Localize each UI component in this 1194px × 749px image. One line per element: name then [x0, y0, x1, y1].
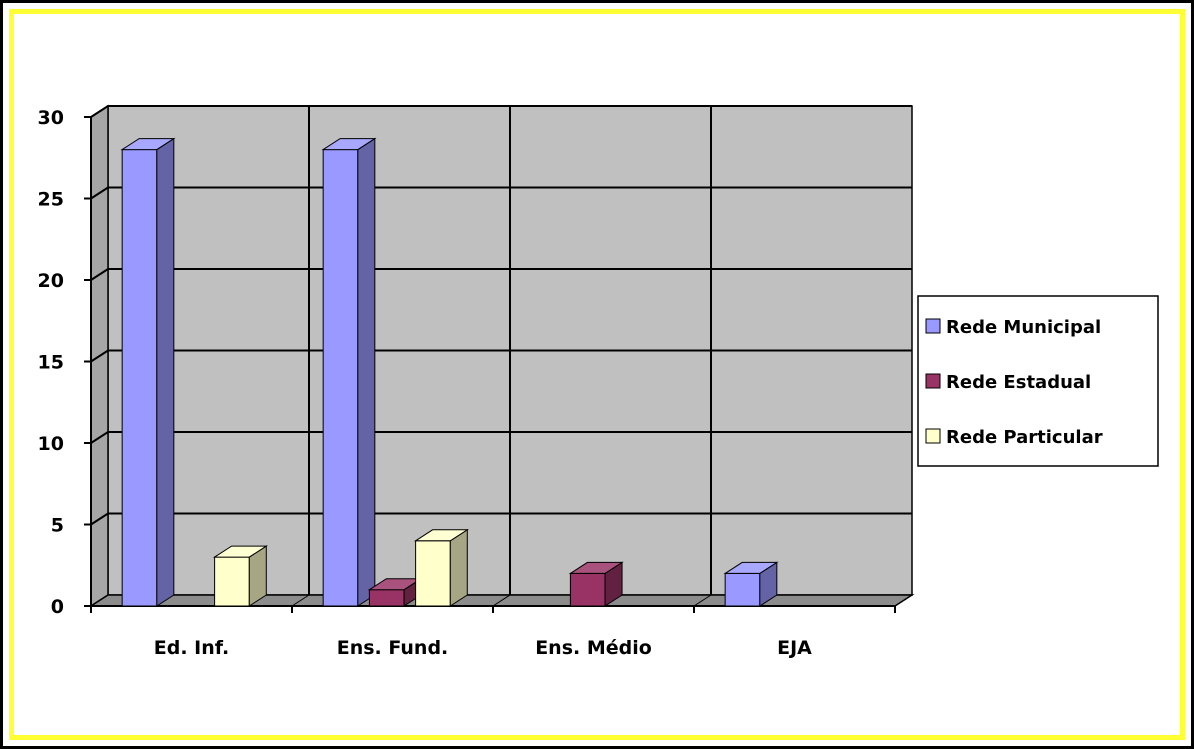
- y-tick-label: 15: [38, 352, 64, 374]
- floor-divider: [291, 594, 310, 607]
- y-tick-label: 25: [38, 189, 64, 211]
- bar-front: [368, 589, 405, 607]
- bar-top: [321, 138, 377, 151]
- legend-swatch: [925, 428, 941, 444]
- y-tick-label: 30: [38, 107, 64, 129]
- bar-top: [568, 561, 624, 574]
- legend-swatch: [925, 373, 941, 389]
- y-tick-label: 5: [51, 515, 64, 537]
- bar-top: [120, 138, 176, 151]
- x-tick-label: Ed. Inf.: [154, 637, 229, 659]
- gridline-h: [90, 349, 912, 363]
- bar-top: [413, 529, 469, 542]
- bar-front: [724, 572, 761, 607]
- gridline-h: [90, 105, 912, 118]
- bar-front: [322, 149, 359, 607]
- bar-top: [723, 561, 779, 574]
- bar: [321, 137, 377, 607]
- gridline-h: [90, 431, 912, 444]
- x-tick-label: Ens. Fund.: [337, 637, 449, 659]
- bar-side: [156, 137, 175, 607]
- legend-swatch: [925, 318, 941, 334]
- bar-side: [357, 137, 376, 607]
- y-tick-label: 0: [51, 596, 64, 618]
- gridline-h: [90, 512, 912, 526]
- bar: [413, 528, 469, 607]
- bar-front: [214, 556, 250, 607]
- y-tick-label: 20: [38, 270, 64, 292]
- bar-top: [212, 545, 268, 558]
- y-tick-label: 10: [38, 433, 64, 455]
- bar-front: [569, 572, 606, 607]
- floor-divider: [492, 594, 511, 607]
- legend-label: Rede Estadual: [946, 372, 1091, 393]
- bar: [212, 545, 268, 607]
- bar-front: [415, 540, 451, 607]
- legend-label: Rede Particular: [946, 427, 1103, 448]
- bar: [723, 561, 779, 607]
- gridline-h: [90, 268, 912, 281]
- floor-divider: [693, 594, 712, 607]
- x-tick-label: EJA: [777, 637, 812, 659]
- bar-front: [121, 149, 158, 607]
- legend-box: [917, 295, 1159, 467]
- bar: [568, 561, 624, 607]
- x-tick-label: Ens. Médio: [535, 637, 652, 659]
- legend-label: Rede Municipal: [946, 317, 1101, 338]
- bar-side: [449, 528, 468, 607]
- bar: [120, 137, 176, 607]
- gridline-h: [90, 186, 912, 200]
